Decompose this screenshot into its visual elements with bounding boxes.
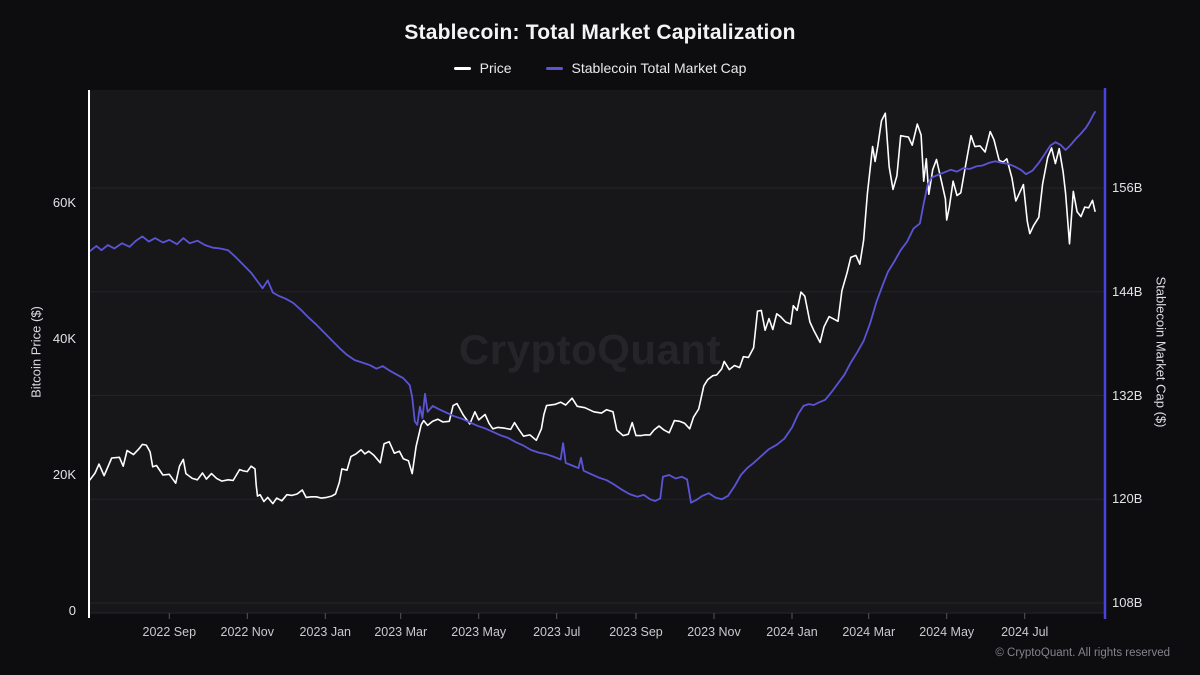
legend-label-price: Price bbox=[479, 60, 512, 76]
right-axis-title: Stablecoin Market Cap ($) bbox=[1153, 276, 1169, 428]
x-axis-tick-label: 2023 Nov bbox=[687, 625, 741, 639]
price-line-swatch-icon bbox=[453, 66, 471, 70]
x-axis-tick-label: 2024 Jan bbox=[766, 625, 818, 639]
legend-item-stablecoin[interactable]: Stablecoin Total Market Cap bbox=[545, 60, 747, 76]
x-axis-tick-label: 2023 Sep bbox=[609, 625, 663, 639]
x-axis-tick-label: 2022 Nov bbox=[220, 625, 275, 639]
x-axis-tick-label: 2023 Jan bbox=[299, 625, 351, 639]
x-axis-tick-label: 2023 Jul bbox=[533, 625, 581, 639]
copyright-text: © CryptoQuant. All rights reserved bbox=[995, 647, 1170, 659]
left-axis-tick-label: 0 bbox=[68, 603, 76, 618]
right-axis-tick-label: 156B bbox=[1112, 180, 1143, 195]
x-axis-tick-label: 2024 Mar bbox=[842, 625, 896, 639]
left-axis-tick-label: 40K bbox=[52, 331, 76, 346]
right-axis-tick-label: 132B bbox=[1112, 387, 1143, 403]
right-axis-tick-label: 144B bbox=[1112, 283, 1143, 299]
legend-label-stablecoin: Stablecoin Total Market Cap bbox=[571, 60, 747, 76]
x-axis-tick-label: 2023 May bbox=[451, 625, 507, 639]
plot-area[interactable] bbox=[90, 90, 1104, 613]
legend-item-price[interactable]: Price bbox=[453, 60, 512, 76]
stablecoin-line bbox=[90, 111, 1096, 504]
left-axis-tick-label: 20K bbox=[52, 467, 76, 482]
x-axis-tick-label: 2024 Jul bbox=[1001, 625, 1049, 639]
x-axis-tick-label: 2024 May bbox=[919, 625, 975, 639]
x-axis-tick-label: 2023 Mar bbox=[374, 625, 428, 639]
page-title: Stablecoin: Total Market Capitalization bbox=[404, 21, 796, 44]
legend: Price Stablecoin Total Market Cap bbox=[0, 60, 1200, 76]
price-line bbox=[90, 112, 1096, 505]
left-axis-title: Bitcoin Price ($) bbox=[28, 306, 44, 398]
right-axis-tick-label: 120B bbox=[1112, 491, 1143, 507]
stablecoin-line-swatch-icon bbox=[545, 66, 563, 70]
x-axis-tick-label: 2022 Sep bbox=[142, 625, 197, 639]
right-axis-tick-label: 108B bbox=[1112, 595, 1143, 610]
left-axis-tick-label: 60K bbox=[52, 195, 76, 210]
